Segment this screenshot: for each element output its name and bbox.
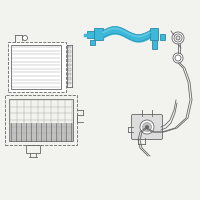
Bar — [8, 42, 66, 92]
Bar — [87, 31, 94, 38]
Bar — [68, 64, 71, 66]
Bar — [11, 45, 61, 89]
Bar — [68, 68, 71, 71]
Bar — [26, 145, 40, 153]
Bar — [160, 34, 165, 40]
Bar — [68, 72, 71, 75]
Bar — [68, 50, 71, 52]
Bar — [68, 46, 71, 48]
Circle shape — [176, 36, 180, 40]
Circle shape — [142, 122, 152, 132]
Bar — [150, 28, 158, 40]
Circle shape — [172, 32, 184, 44]
Bar — [9, 123, 73, 141]
Bar — [68, 54, 71, 57]
Bar — [90, 40, 95, 45]
Bar — [68, 77, 71, 79]
Bar — [9, 99, 73, 141]
Bar — [68, 82, 71, 84]
Circle shape — [140, 120, 154, 134]
Circle shape — [173, 53, 183, 63]
Bar — [5, 95, 77, 145]
Circle shape — [146, 126, 148, 129]
FancyBboxPatch shape — [132, 114, 162, 140]
Bar — [68, 59, 71, 62]
Circle shape — [22, 36, 28, 40]
Bar — [152, 40, 157, 49]
Bar — [94, 28, 103, 40]
